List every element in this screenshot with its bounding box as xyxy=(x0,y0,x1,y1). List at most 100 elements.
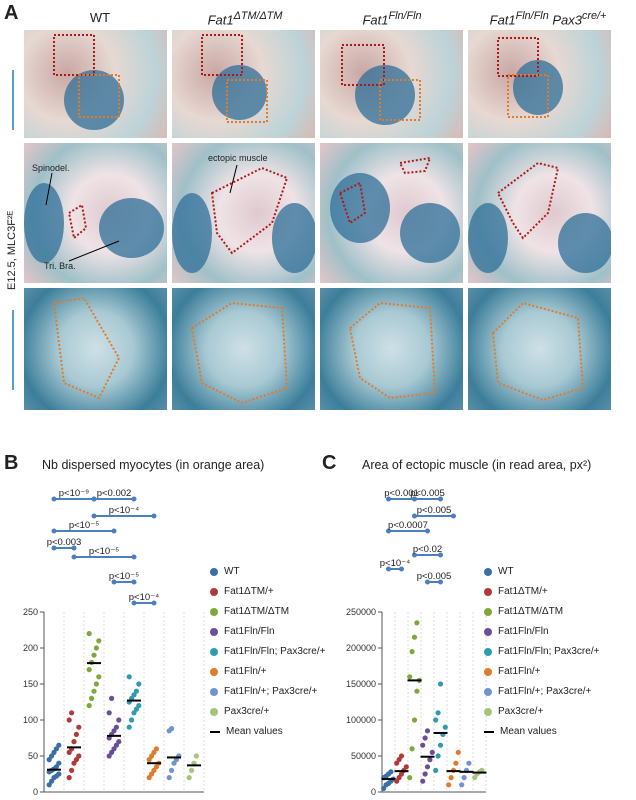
data-point xyxy=(409,746,415,752)
pvalue-label: p<0.02 xyxy=(413,544,442,555)
data-point xyxy=(76,753,82,759)
legend-item: Fat1ΔTM/+ xyxy=(484,586,548,597)
image-tile-r3-c1 xyxy=(24,288,167,410)
data-point xyxy=(388,769,394,775)
pvalue-label: p<10⁻⁴ xyxy=(109,505,140,516)
column-header-extra-sup: cre/+ xyxy=(581,10,607,22)
pvalue-bracket-end xyxy=(151,513,157,519)
legend-item: Fat1ΔTM/ΔTM xyxy=(484,606,563,617)
image-tile-r1-c4 xyxy=(468,30,611,138)
pvalue-bracket-end xyxy=(386,496,391,502)
pvalue-bracket-end xyxy=(399,566,404,572)
pvalue-label: p<0.001 xyxy=(384,488,419,499)
legend-item: Fat1ΔTM/+ xyxy=(210,586,274,597)
tissue-blob xyxy=(468,203,508,273)
data-point xyxy=(455,749,461,755)
annotation-ectopic: ectopic muscle xyxy=(208,153,268,163)
pvalue-bracket-end xyxy=(51,496,57,502)
data-point xyxy=(69,767,75,773)
legend-swatch xyxy=(484,587,492,596)
legend-swatch xyxy=(210,687,218,696)
image-tile-r1-c3 xyxy=(320,30,463,138)
data-point xyxy=(422,771,428,777)
column-header-text: Fat1 xyxy=(362,12,389,28)
pvalue-label: p<10⁻⁵ xyxy=(89,546,119,557)
data-point xyxy=(136,703,142,709)
column-header-sup: Fln/Fln xyxy=(388,10,422,22)
legend-swatch xyxy=(210,707,218,716)
side-line-top xyxy=(12,70,14,130)
pvalue-label: p<0.005 xyxy=(410,488,445,499)
legend-item: WT xyxy=(484,566,514,577)
y-tick-label: 200 xyxy=(23,643,38,653)
legend-swatch xyxy=(484,607,492,616)
legend-label: Fat1ΔTM/+ xyxy=(498,586,548,597)
y-tick-label: 50 xyxy=(28,751,38,761)
pvalue-bracket-end xyxy=(131,600,137,606)
y-tick-label: 100000 xyxy=(346,715,376,725)
pvalue-bracket-end xyxy=(438,496,443,502)
data-point xyxy=(414,688,420,694)
legend-swatch xyxy=(484,627,492,636)
pvalue-bracket-end xyxy=(438,579,443,585)
legend-swatch xyxy=(484,567,492,576)
pvalue-bracket-end xyxy=(412,496,417,502)
data-point xyxy=(96,674,102,680)
pvalue-bracket-end xyxy=(131,496,137,502)
tissue-blob xyxy=(172,193,212,273)
data-point xyxy=(437,742,444,748)
data-point xyxy=(433,767,439,773)
data-point xyxy=(86,631,92,637)
pvalue-bracket-end xyxy=(131,554,137,560)
data-point xyxy=(136,681,142,687)
data-point xyxy=(96,638,102,644)
data-point xyxy=(71,739,77,745)
column-header-sup: ΔTM/ΔTM xyxy=(233,10,283,22)
data-point xyxy=(453,760,459,766)
data-point xyxy=(86,703,92,709)
pvalue-bracket-end xyxy=(151,600,157,606)
panel-c-letter: C xyxy=(322,452,337,474)
data-point xyxy=(435,753,441,759)
data-point xyxy=(193,753,199,759)
pvalue-bracket-end xyxy=(71,554,77,560)
legend-swatch xyxy=(210,667,218,676)
legend-label: Fat1Fln/Fln; Pax3cre/+ xyxy=(224,646,326,657)
data-point xyxy=(420,778,426,784)
image-tile-r3-c3 xyxy=(320,288,463,410)
legend-label: Mean values xyxy=(500,726,557,737)
data-point xyxy=(424,764,431,770)
pvalue-label: p<10⁻⁵ xyxy=(109,571,139,582)
pvalue-label: p<0.002 xyxy=(97,488,132,499)
mean-swatch xyxy=(210,730,220,733)
pvalue-label: p<0.0007 xyxy=(388,520,428,531)
legend-item: Mean values xyxy=(210,726,283,737)
data-point xyxy=(106,710,112,716)
image-tile-r2-c1: Spinodel. Tri. Bra. xyxy=(24,143,167,283)
y-tick-label: 200000 xyxy=(346,643,376,653)
pvalue-bracket-end xyxy=(386,566,391,572)
data-point xyxy=(411,717,418,723)
image-tile-r1-c2 xyxy=(172,30,315,138)
legend-item: WT xyxy=(210,566,240,577)
data-point xyxy=(56,760,62,766)
legend-label: Pax3cre/+ xyxy=(224,706,270,717)
tissue-blob xyxy=(64,70,124,130)
data-point xyxy=(66,775,72,781)
pvalue-label: p<10⁻⁴ xyxy=(380,558,411,569)
pvalue-bracket-end xyxy=(111,579,117,585)
data-point xyxy=(429,749,435,755)
y-tick-label: 50000 xyxy=(351,751,376,761)
legend-swatch xyxy=(210,567,218,576)
column-header-text: WT xyxy=(89,10,111,25)
data-point xyxy=(461,775,467,781)
panel-a-letter: A xyxy=(4,2,19,24)
legend-item: Fat1Fln/Fln; Pax3cre/+ xyxy=(210,646,325,657)
data-point xyxy=(409,649,415,655)
data-point xyxy=(113,724,119,730)
legend-item: Fat1Fln/+; Pax3cre/+ xyxy=(484,686,591,697)
legend-label: Fat1Fln/+; Pax3cre/+ xyxy=(498,686,592,697)
data-point xyxy=(189,767,195,773)
y-tick-label: 0 xyxy=(33,787,38,797)
data-point xyxy=(93,645,99,651)
